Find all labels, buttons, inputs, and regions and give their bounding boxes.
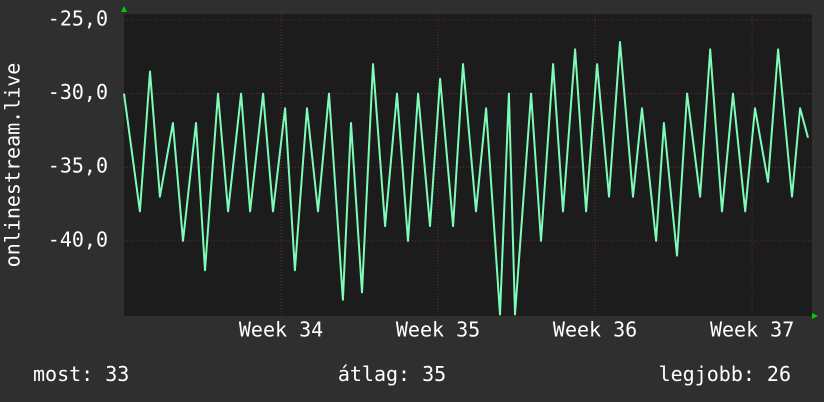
y-tick-label: -40,0 — [48, 227, 108, 251]
x-tick-label: Week 37 — [710, 318, 794, 342]
stat-value: 35 — [422, 362, 446, 386]
x-tick-label: Week 36 — [553, 318, 637, 342]
x-tick-label: Week 35 — [396, 318, 480, 342]
axis-arrow — [121, 6, 127, 12]
y-tick-label: -25,0 — [48, 6, 108, 30]
axis-arrow — [812, 313, 818, 319]
y-tick-label: -35,0 — [48, 154, 108, 178]
y-axis-label: onlinestream.live — [1, 63, 25, 268]
stat-label: most: — [33, 362, 93, 386]
plot-area — [124, 14, 812, 316]
x-tick-label: Week 34 — [239, 318, 323, 342]
stat-label: legjobb: — [659, 362, 755, 386]
stat-value: 26 — [767, 362, 791, 386]
stat: most: 33 — [33, 362, 129, 386]
stat: legjobb: 26 — [659, 362, 791, 386]
stat: átlag: 35 — [338, 362, 446, 386]
y-tick-label: -30,0 — [48, 80, 108, 104]
data-line — [123, 41, 809, 316]
stat-value: 33 — [105, 362, 129, 386]
stat-label: átlag: — [338, 362, 410, 386]
